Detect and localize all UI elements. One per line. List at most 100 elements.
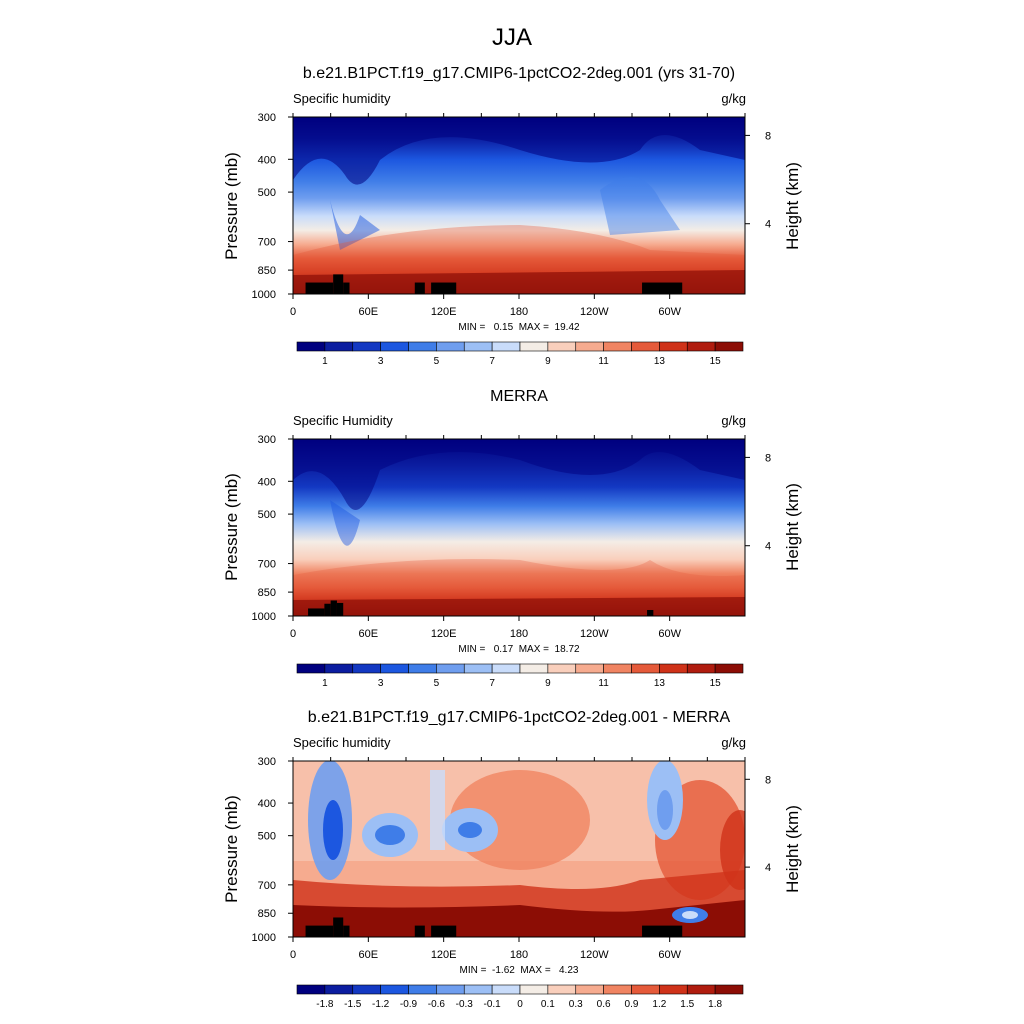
x-tick-label: 60W bbox=[658, 628, 681, 640]
y-right-tick-label: 4 bbox=[765, 219, 771, 231]
colorbar-swatch bbox=[380, 341, 409, 352]
colorbar-swatch bbox=[324, 341, 354, 352]
y-tick-label: 300 bbox=[258, 434, 276, 446]
colorbar-label: 15 bbox=[710, 678, 722, 689]
colorbar-swatch bbox=[659, 663, 688, 674]
y-right-tick-label: 8 bbox=[765, 452, 771, 464]
panel-1-y-right-label: Height (km) bbox=[783, 162, 802, 250]
colorbar-swatch bbox=[463, 341, 493, 352]
colorbar-swatch bbox=[631, 341, 660, 352]
colorbar-label: -0.9 bbox=[400, 999, 418, 1010]
colorbar-label: 9 bbox=[545, 356, 551, 367]
colorbar-swatch bbox=[631, 984, 660, 995]
panel-2-y-right-label: Height (km) bbox=[783, 483, 802, 571]
x-tick-label: 180 bbox=[510, 306, 528, 318]
colorbar-swatch bbox=[324, 663, 354, 674]
colorbar-label: 3 bbox=[378, 678, 384, 689]
panel-3-axes: 300 400 500 700 850 1000 8 4 0 60E 120E 180 120W 60W bbox=[252, 756, 772, 961]
colorbar-label: 0 bbox=[517, 999, 523, 1010]
surface-mask-block bbox=[330, 600, 337, 616]
colorbar-label: 3 bbox=[378, 356, 384, 367]
colorbar-label: 1.8 bbox=[708, 999, 722, 1010]
colorbar-swatch bbox=[547, 984, 577, 995]
surface-mask-block bbox=[647, 609, 654, 616]
colorbar-swatch bbox=[352, 984, 381, 995]
panel-3-y-label: Pressure (mb) bbox=[222, 795, 241, 903]
surface-mask-block bbox=[305, 925, 334, 937]
colorbar-swatch bbox=[352, 341, 381, 352]
panel-2-variable-label: Specific Humidity bbox=[293, 413, 393, 428]
y-tick-label: 300 bbox=[258, 112, 276, 124]
panel-3: b.e21.B1PCT.f19_g17.CMIP6-1pctCO2-2deg.0… bbox=[222, 709, 802, 1010]
panel-3-surface-mask bbox=[305, 917, 683, 937]
colorbar-swatch bbox=[686, 341, 716, 352]
surface-mask-block bbox=[431, 282, 457, 294]
surface-mask-block bbox=[305, 282, 334, 294]
colorbar-swatch bbox=[714, 984, 744, 995]
x-tick-label: 120W bbox=[580, 628, 609, 640]
panel-2-y-label: Pressure (mb) bbox=[222, 473, 241, 581]
colorbar-swatch bbox=[463, 663, 493, 674]
colorbar-label: 0.6 bbox=[597, 999, 611, 1010]
x-tick-label: 120E bbox=[431, 949, 457, 961]
colorbar-swatch bbox=[519, 341, 549, 352]
panel-2-axes: 300 400 500 700 850 1000 8 4 0 60E 120E 180 120W 60W bbox=[252, 434, 772, 640]
colorbar-swatch bbox=[408, 984, 437, 995]
colorbar-swatch bbox=[547, 341, 577, 352]
y-tick-label: 850 bbox=[258, 587, 276, 599]
colorbar-label: -1.2 bbox=[372, 999, 390, 1010]
colorbar-swatch bbox=[659, 984, 688, 995]
panel-3-field bbox=[293, 761, 745, 937]
panel-3-variable-label: Specific humidity bbox=[293, 735, 391, 750]
colorbar-swatch bbox=[380, 663, 409, 674]
colorbar-label: 5 bbox=[434, 356, 440, 367]
panel-1-axes: 300 400 500 700 850 1000 8 4 0 60E 120E 180 120W 60W bbox=[252, 112, 772, 318]
panel-3-units: g/kg bbox=[721, 735, 746, 750]
y-right-tick-label: 4 bbox=[765, 862, 771, 874]
colorbar-swatch bbox=[436, 341, 465, 352]
panel-3-colorbar: -1.8 -1.5 -1.2 -0.9 -0.6 -0.3 -0.1 0 0.1 0.3 0.6 0.… bbox=[296, 984, 744, 1010]
x-tick-label: 0 bbox=[290, 949, 296, 961]
colorbar-label: 0.3 bbox=[569, 999, 583, 1010]
panel-3-y-right-label: Height (km) bbox=[783, 805, 802, 893]
colorbar-label: 11 bbox=[598, 356, 609, 367]
panel-2: MERRA Specific Humidity g/kg 30040050070… bbox=[222, 388, 802, 689]
surface-mask-block bbox=[431, 925, 457, 937]
panel-2-field bbox=[293, 439, 745, 616]
colorbar-label: 7 bbox=[489, 678, 495, 689]
colorbar-swatch bbox=[408, 663, 437, 674]
panel-1: b.e21.B1PCT.f19_g17.CMIP6-1pctCO2-2deg.0… bbox=[222, 65, 802, 367]
surface-mask-block bbox=[333, 917, 344, 937]
panel-1-stats: MIN = 0.15 MAX = 19.42 bbox=[458, 322, 580, 333]
y-tick-label: 500 bbox=[258, 831, 276, 843]
colorbar-label: 1 bbox=[322, 678, 328, 689]
panel-1-y-label: Pressure (mb) bbox=[222, 152, 241, 260]
x-tick-label: 60W bbox=[658, 949, 681, 961]
x-tick-label: 60E bbox=[359, 628, 379, 640]
colorbar-swatch bbox=[714, 341, 744, 352]
colorbar-label: 0.1 bbox=[541, 999, 555, 1010]
y-tick-label: 1000 bbox=[252, 611, 276, 623]
surface-mask-block bbox=[324, 603, 331, 616]
y-tick-label: 500 bbox=[258, 509, 276, 521]
panel-1-units: g/kg bbox=[721, 91, 746, 106]
colorbar-swatch bbox=[324, 984, 354, 995]
colorbar-label: 1.2 bbox=[652, 999, 666, 1010]
y-tick-label: 400 bbox=[258, 476, 276, 488]
panel-3-stats: MIN = -1.62 MAX = 4.23 bbox=[460, 965, 579, 976]
y-right-tick-label: 8 bbox=[765, 130, 771, 142]
colorbar-swatch bbox=[519, 984, 549, 995]
y-right-tick-label: 8 bbox=[765, 774, 771, 786]
colorbar-label: 5 bbox=[434, 678, 440, 689]
surface-mask-block bbox=[414, 925, 425, 937]
y-tick-label: 500 bbox=[258, 187, 276, 199]
y-tick-label: 850 bbox=[258, 265, 276, 277]
colorbar-swatch bbox=[575, 663, 604, 674]
x-tick-label: 120E bbox=[431, 628, 457, 640]
colorbar-swatch bbox=[352, 663, 381, 674]
colorbar-label: -0.3 bbox=[456, 999, 474, 1010]
colorbar-swatch bbox=[575, 341, 604, 352]
colorbar-label: 1.5 bbox=[680, 999, 694, 1010]
colorbar-label: 0.9 bbox=[625, 999, 639, 1010]
